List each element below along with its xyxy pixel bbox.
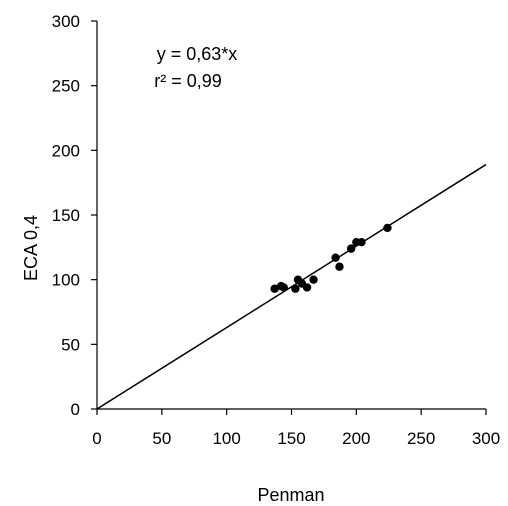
r-squared-label: r² = 0,99	[154, 71, 222, 91]
data-point	[270, 284, 279, 293]
data-point	[346, 244, 356, 253]
data-point	[335, 262, 344, 271]
y-tick-label: 200	[52, 141, 80, 160]
data-point	[331, 253, 340, 262]
data-point	[357, 237, 366, 247]
y-tick-label: 50	[61, 335, 80, 354]
data-point	[383, 223, 392, 233]
y-tick-label: 0	[71, 400, 80, 419]
x-tick-label: 100	[212, 429, 240, 448]
data-point	[302, 283, 312, 292]
fit-line	[96, 163, 487, 410]
x-tick-label: 200	[342, 429, 370, 448]
y-tick-label: 150	[52, 206, 80, 225]
data-point	[291, 284, 300, 293]
x-axis-title: Penman	[257, 485, 324, 505]
data-points	[270, 223, 392, 293]
x-tick-label: 0	[92, 429, 101, 448]
y-tick-label: 300	[52, 12, 80, 31]
x-tick-label: 150	[277, 429, 305, 448]
y-tick-label: 250	[52, 77, 80, 96]
data-point	[309, 275, 318, 284]
ticks: 0 50 100 150 200 250 300 0 50 100 150 200 250 300	[52, 12, 501, 448]
x-tick-label: 50	[152, 429, 171, 448]
y-tick-label: 100	[52, 271, 80, 290]
regression-equation: y = 0,63*x	[157, 44, 238, 64]
fit-line-group	[96, 163, 487, 410]
x-tick-label: 300	[472, 429, 500, 448]
x-tick-label: 250	[407, 429, 435, 448]
y-axis-title: ECA 0,4	[21, 215, 41, 281]
data-point	[279, 283, 288, 292]
